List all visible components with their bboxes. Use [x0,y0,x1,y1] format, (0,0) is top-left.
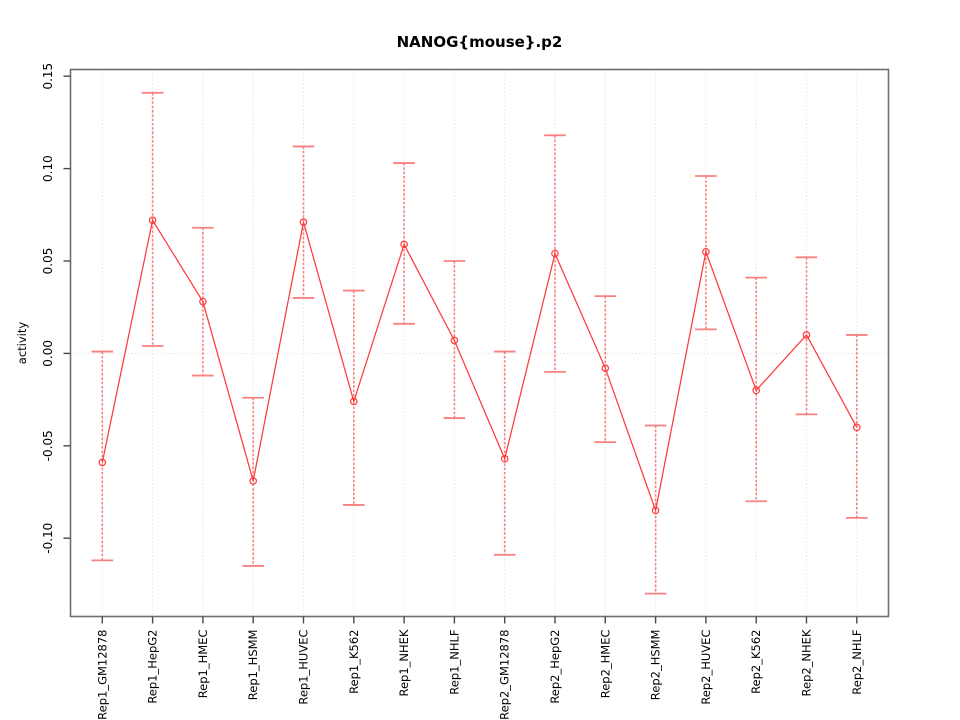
x-tick-label: Rep2_GM12878 [498,630,512,720]
x-tick-label: Rep1_HepG2 [146,630,160,704]
y-tick-label: 0.10 [41,155,55,182]
y-tick-label: -0.10 [41,523,55,554]
data-point [98,458,107,467]
y-tick-label: 0.00 [41,340,55,367]
x-tick-label: Rep2_HUVEC [699,630,713,705]
data-point [551,249,559,258]
chart-title: NANOG{mouse}.p2 [397,33,563,51]
x-tick-label: Rep1_GM12878 [95,630,109,720]
x-tick-label: Rep1_HUVEC [297,630,311,705]
y-axis-label: activity [15,322,29,365]
data-point [148,216,157,225]
y-tick-label: 0.05 [41,248,55,275]
grid-layer [70,69,889,617]
data-point [349,397,358,406]
x-tick-label: Rep1_HMEC [196,630,210,699]
x-tick-label: Rep2_HepG2 [548,630,562,704]
x-tick-label: Rep1_NHEK [397,629,411,696]
y-tick-label: 0.15 [41,63,55,90]
series-line [101,218,858,513]
x-tick-label: Rep1_HSMM [246,630,260,701]
data-point [702,247,710,256]
x-tick-label: Rep1_NHLF [447,630,461,695]
errorbar-layer [91,91,868,595]
data-point [199,297,207,306]
x-tick-label: Rep2_NHEK [800,629,814,696]
x-tick-label: Rep2_K562 [749,630,763,694]
y-tick-label: -0.05 [41,430,55,461]
data-point [500,454,509,463]
data-point [450,336,459,345]
data-point [601,364,610,372]
data-point [852,423,861,432]
axis-layer: 0.15 0.10 0.05 0.00 -0.05 -0.10 Rep1_GM12878 Re… [41,63,890,720]
x-tick-label: Rep2_HSMM [649,630,663,701]
data-point [651,506,660,515]
x-tick-label: Rep2_HMEC [598,630,612,699]
data-point [400,240,408,249]
data-point [299,218,308,226]
data-point [752,386,761,395]
plot-frame [69,68,890,618]
x-tick-label: Rep2_NHLF [850,630,864,695]
data-point [802,331,811,339]
data-point [249,477,258,485]
x-tick-label: Rep1_K562 [347,630,361,694]
series-layer [98,216,861,515]
